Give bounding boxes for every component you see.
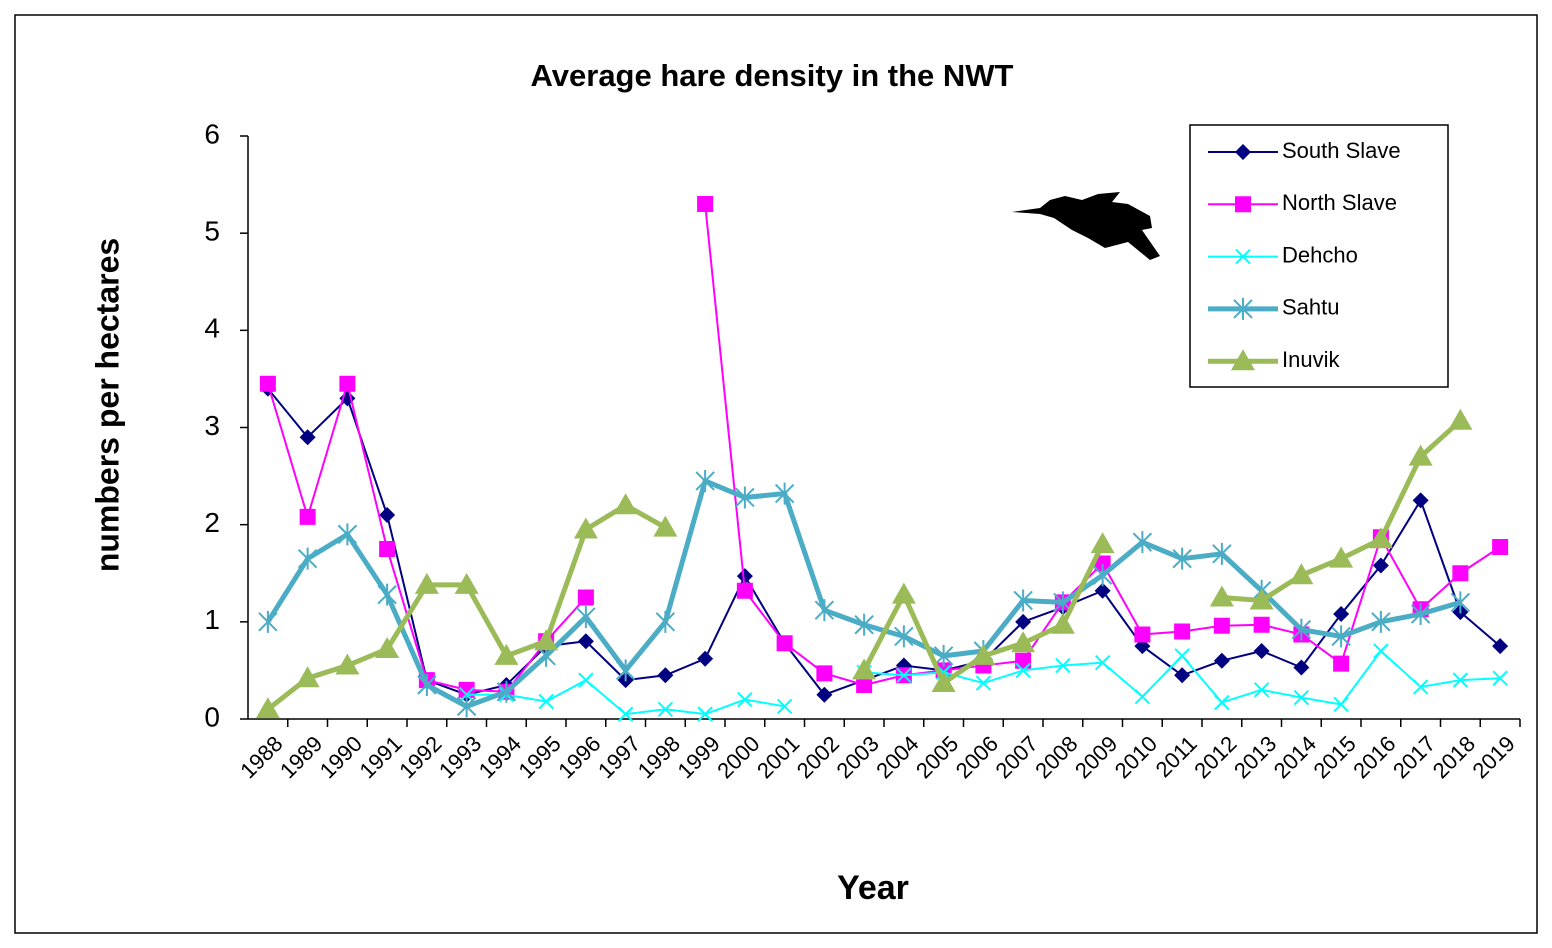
data-point: [1015, 653, 1031, 669]
data-point: [300, 509, 316, 525]
chart-title: Average hare density in the NWT: [531, 58, 1014, 93]
y-tick-label: 1: [204, 604, 220, 635]
data-point: [260, 376, 276, 392]
y-axis-title: numbers per hectares: [89, 238, 125, 572]
data-point: [777, 635, 793, 651]
legend-label: South Slave: [1282, 138, 1401, 163]
data-point: [1492, 539, 1508, 555]
legend-label: Dehcho: [1282, 242, 1358, 267]
y-tick-label: 3: [204, 410, 220, 441]
data-point: [578, 590, 594, 606]
y-tick-label: 4: [204, 313, 220, 344]
data-point: [379, 541, 395, 557]
data-point: [1254, 617, 1270, 633]
legend-label: North Slave: [1282, 190, 1397, 215]
legend-label: Inuvik: [1282, 347, 1340, 372]
data-point: [1333, 656, 1349, 672]
data-point: [1452, 565, 1468, 581]
data-point: [816, 665, 832, 681]
data-point: [697, 196, 713, 212]
data-point: [339, 376, 355, 392]
legend-marker: [1235, 196, 1251, 212]
data-point: [1174, 624, 1190, 640]
y-tick-label: 6: [204, 118, 220, 149]
y-tick-label: 0: [204, 701, 220, 732]
data-point: [1134, 626, 1150, 642]
y-tick-label: 2: [204, 507, 220, 538]
y-tick-label: 5: [204, 216, 220, 247]
legend-label: Sahtu: [1282, 295, 1340, 320]
x-axis-title: Year: [837, 869, 909, 907]
chart: Average hare density in the NWT Year num…: [0, 0, 1552, 948]
data-point: [1214, 618, 1230, 634]
data-point: [737, 583, 753, 599]
